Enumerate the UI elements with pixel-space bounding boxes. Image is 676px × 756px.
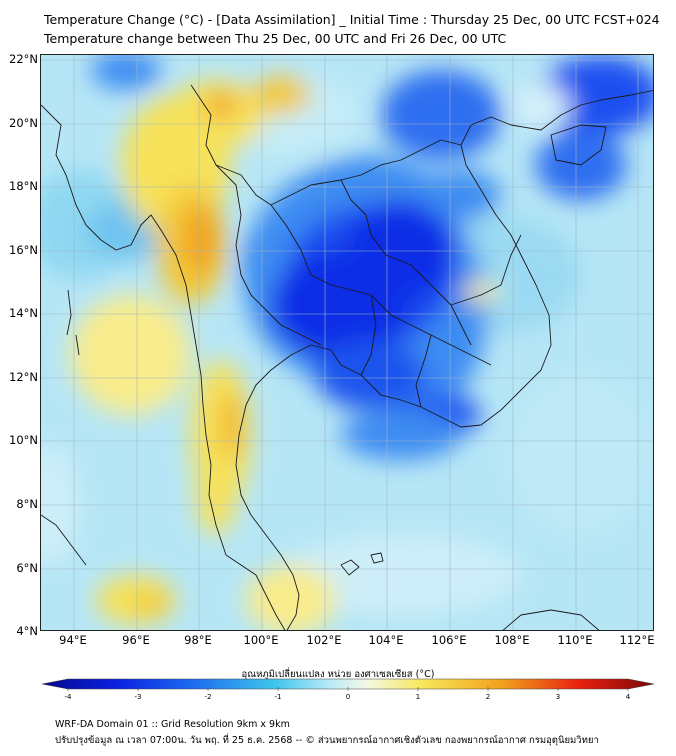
lat-label: 22°N [9,52,38,66]
lat-label: 16°N [9,243,38,257]
temperature-change-map [41,55,653,630]
lat-label: 12°N [9,370,38,384]
colorbar-tick-label: 0 [345,693,351,701]
lon-label: 96°E [122,633,150,647]
lon-label: 106°E [431,633,467,647]
lon-label: 98°E [184,633,212,647]
coastlines-and-borders [41,84,653,630]
colorbar-tick-label: 2 [485,693,491,701]
map-title: Temperature Change (°C) - [Data Assimila… [44,12,660,27]
footer-credit: ปรับปรุงข้อมูล ณ เวลา 07:00น. วัน พฤ. ที… [55,735,599,746]
lon-label: 102°E [306,633,342,647]
colorbar-ticks [67,687,629,691]
colorbar-tick-label: 4 [625,693,631,701]
lat-label: 6°N [16,561,38,575]
lat-label: 18°N [9,179,38,193]
lon-label: 94°E [59,633,87,647]
footer-model-info: WRF-DA Domain 01 :: Grid Resolution 9km … [55,719,290,730]
graticule [41,55,653,630]
lon-label: 110°E [557,633,593,647]
lat-label: 20°N [9,116,38,130]
lon-label: 100°E [243,633,279,647]
lon-label: 104°E [368,633,404,647]
lon-label: 108°E [494,633,530,647]
colorbar-tick-label: -3 [134,693,142,701]
map-panel[interactable] [40,54,654,631]
lon-label: 112°E [619,633,655,647]
colorbar-tick-label: 3 [555,693,561,701]
map-subtitle: Temperature change between Thu 25 Dec, 0… [44,31,507,46]
colorbar-tick-label: 1 [415,693,421,701]
colorbar-tick-label: -2 [204,693,212,701]
colorbar-tick-label: -4 [64,693,72,701]
lat-label: 8°N [16,497,38,511]
colorbar [41,678,655,691]
lat-label: 4°N [16,624,38,638]
lat-label: 10°N [9,433,38,447]
temperature-field [41,55,653,630]
colorbar-title: อุณหภูมิเปลี่ยนแปลง หน่วย องศาเซลเซียส (… [241,669,435,680]
lat-label: 14°N [9,306,38,320]
colorbar-tick-label: -1 [274,693,282,701]
